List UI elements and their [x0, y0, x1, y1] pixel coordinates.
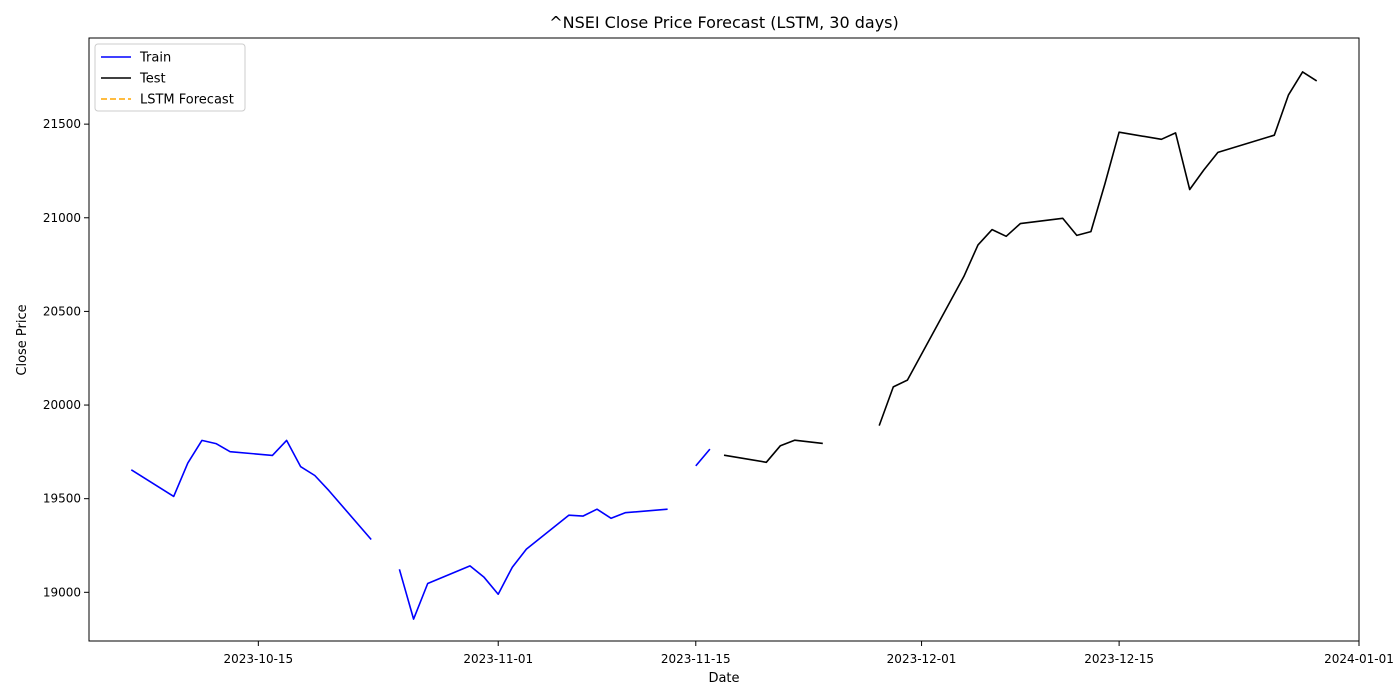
y-axis-title: Close Price — [15, 304, 30, 375]
x-tick-label: 2023-10-15 — [223, 652, 293, 666]
legend-label-train: Train — [139, 51, 171, 66]
series-line-test-2 — [878, 71, 1318, 426]
series-line-train-2 — [398, 508, 668, 620]
y-axis: 19000 19500 20000 20500 21000 21500 — [43, 117, 89, 599]
series-line-train-1 — [130, 439, 372, 541]
chart-title: ^NSEI Close Price Forecast (LSTM, 30 day… — [549, 13, 899, 32]
y-tick-label: 20000 — [43, 398, 81, 412]
y-tick-label: 21500 — [43, 117, 81, 131]
y-tick-label: 19000 — [43, 585, 81, 599]
plot-frame — [88, 37, 1360, 642]
series-line-train-3 — [695, 448, 711, 467]
x-axis-title: Date — [708, 671, 739, 686]
series-layer — [130, 71, 1318, 620]
x-tick-label: 2023-11-15 — [661, 652, 731, 666]
y-tick-label: 20500 — [43, 304, 81, 318]
x-tick-label: 2023-11-01 — [463, 652, 533, 666]
series-line-test-1 — [723, 439, 823, 464]
y-tick-label: 21000 — [43, 211, 81, 225]
x-tick-label: 2024-01-01 — [1324, 652, 1394, 666]
legend-label-test: Test — [139, 72, 166, 87]
x-tick-label: 2023-12-01 — [887, 652, 957, 666]
legend-label-lstm-forecast: LSTM Forecast — [140, 93, 234, 108]
x-tick-label: 2023-12-15 — [1084, 652, 1154, 666]
legend-box — [94, 43, 246, 112]
y-tick-label: 19500 — [43, 492, 81, 506]
legend: Train Test LSTM Forecast — [94, 43, 246, 112]
x-axis: 2023-10-15 2023-11-01 2023-11-15 2023-12-01… — [223, 641, 1394, 666]
